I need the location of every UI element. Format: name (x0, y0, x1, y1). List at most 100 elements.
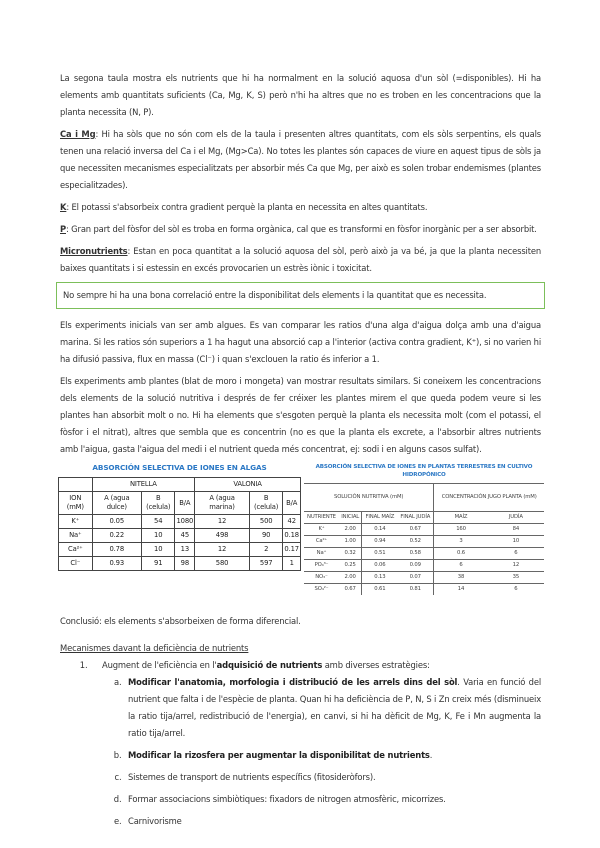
column-header: FINAL MAÍZ (361, 511, 398, 524)
paragraph-p: P: Gran part del fòsfor del sòl es troba… (60, 221, 541, 238)
column-header: INICIAL (338, 511, 362, 524)
table-cell: 2.00 (338, 571, 362, 584)
table-cell: 42 (282, 514, 301, 529)
column-header: NUTRIENTE (304, 511, 339, 524)
text: : Hi ha sòls que no són com els de la ta… (60, 129, 541, 190)
column-header: A (agua dulce) (91, 491, 142, 515)
table-cell: 580 (194, 556, 250, 571)
sub-list-item: Sistemes de transport de nutrients espec… (124, 769, 541, 786)
text: amb diverses estratègies: (322, 660, 430, 670)
sub-list-item: Modificar la rizosfera per augmentar la … (124, 747, 541, 764)
table-cell: 1080 (174, 514, 196, 529)
table-row: Ca²⁺ 0.78 10 13 12 2 0.17 (58, 542, 301, 557)
text: Carnivorisme (128, 816, 182, 826)
column-header: B (celula) (140, 491, 176, 515)
table-cell: 0.06 (361, 559, 398, 572)
text: Augment de l'eficiència en l' (102, 660, 217, 670)
sub-list-item: Formar associacions simbiòtiques: fixado… (124, 791, 541, 808)
table-cell: 6 (433, 559, 488, 572)
column-header: JUDÍA (487, 511, 544, 524)
table-cell: 91 (140, 556, 176, 571)
table-cell: 0.07 (397, 571, 434, 584)
text: : El potassi s'absorbeix contra gradient… (66, 202, 428, 212)
table-cell: 0.52 (397, 535, 434, 548)
table-row: PO₄³⁻ 0.25 0.06 0.09 6 12 (304, 559, 544, 572)
table-header-row: NUTRIENTE INICIAL FINAL MAÍZ FINAL JUDÍA MAÍ… (304, 511, 544, 524)
table-cell: 1.00 (338, 535, 362, 548)
table-cell: 3 (433, 535, 488, 548)
table-cell: 2 (248, 542, 284, 557)
table-cell: 54 (140, 514, 176, 529)
table-cell: 0.09 (397, 559, 434, 572)
list-item: Augment de l'eficiència en l'adquisició … (90, 657, 541, 830)
column-header: B (celula) (248, 491, 284, 515)
table-algae: ABSORCIÓN SELECTIVA DE IONES EN ALGAS NI… (58, 463, 301, 571)
table-cell: 0.13 (361, 571, 398, 584)
sub-list: Modificar l'anatomia, morfologia i distr… (102, 674, 541, 830)
table-cell: 0.18 (282, 528, 301, 543)
paragraph-k: K: El potassi s'absorbeix contra gradien… (60, 199, 541, 216)
tables-area: ABSORCIÓN SELECTIVA DE IONES EN ALGAS NI… (58, 463, 544, 605)
table-cell: NO₃⁻ (304, 571, 339, 584)
table-cell: 45 (174, 528, 196, 543)
text: Sistemes de transport de nutrients espec… (128, 772, 376, 782)
table-cell: 12 (194, 514, 250, 529)
table-cell: 38 (433, 571, 488, 584)
table-cell: 0.05 (91, 514, 142, 529)
table-cell: 500 (248, 514, 284, 529)
table-plants: ABSORCIÓN SELECTIVA DE IONES EN PLANTAS … (304, 463, 544, 595)
table-cell: K⁺ (58, 514, 93, 529)
table-cell: 90 (248, 528, 284, 543)
table-cell: K⁺ (304, 523, 339, 536)
table-cell: 0.94 (361, 535, 398, 548)
column-header: MAÍZ (433, 511, 488, 524)
column-header: B/A (282, 491, 301, 515)
table-cell: 0.22 (91, 528, 142, 543)
table-plants-title: ABSORCIÓN SELECTIVA DE IONES EN PLANTAS … (315, 464, 533, 478)
table-cell: 6 (487, 547, 544, 560)
text: Formar associacions simbiòtiques: fixado… (128, 794, 446, 804)
table-cell: 0.61 (361, 583, 398, 595)
table-cell: 6 (487, 583, 544, 595)
text: : Gran part del fòsfor del sòl es troba … (66, 224, 537, 234)
table-cell: 0.6 (433, 547, 488, 560)
paragraph-experiments: Els experiments inicials van ser amb alg… (60, 320, 541, 364)
column-header: B/A (174, 491, 196, 515)
table-cell: PO₄³⁻ (304, 559, 339, 572)
table-cell: 12 (194, 542, 250, 557)
group-valonia: VALONIA (194, 477, 301, 492)
table-cell: 0.93 (91, 556, 142, 571)
table-cell: Na⁺ (58, 528, 93, 543)
conclusion: Conclusió: els elements s'absorbeixen de… (60, 616, 301, 626)
group-concentration: CONCENTRACIÓN JUGO PLANTA (mM) (433, 483, 544, 512)
table-cell: 14 (433, 583, 488, 595)
table-cell: Cl⁻ (58, 556, 93, 571)
table-row: Cl⁻ 0.93 91 98 580 597 1 (58, 556, 301, 571)
table-cell: 1 (282, 556, 301, 571)
paragraph-ca-mg: Ca i Mg: Hi ha sòls que no són com els d… (60, 126, 541, 194)
table-cell: 0.32 (338, 547, 362, 560)
table-algae-title: ABSORCIÓN SELECTIVA DE IONES EN ALGAS (92, 463, 267, 472)
heading-micronutrients: Micronutrients (60, 246, 128, 256)
table-row: Na⁺ 0.32 0.51 0.58 0.6 6 (304, 547, 544, 560)
text: . Varia en funció del nutrient que falta… (128, 677, 541, 738)
table-cell: 0.78 (91, 542, 142, 557)
table-cell: 10 (487, 535, 544, 548)
table-row: SO₄²⁻ 0.67 0.61 0.81 14 6 (304, 583, 544, 595)
table-cell: 10 (140, 528, 176, 543)
table-cell: 0.58 (397, 547, 434, 560)
paragraph-intro: La segona taula mostra els nutrients que… (60, 73, 541, 117)
table-cell: Na⁺ (304, 547, 339, 560)
sub-list-item: Carnivorisme (124, 813, 541, 830)
document-page: La segona taula mostra els nutrients que… (56, 70, 545, 835)
paragraph-plants: Els experiments amb plantes (blat de mor… (60, 376, 541, 454)
table-cell: 10 (140, 542, 176, 557)
sub-list-item: Modificar l'anatomia, morfologia i distr… (124, 674, 541, 742)
table-row: K⁺ 0.05 54 1080 12 500 42 (58, 514, 301, 529)
table-cell: 597 (248, 556, 284, 571)
algae-table: NITELLA VALONIA ION (mM) A (agua dulce) B (… (58, 477, 301, 571)
table-header-row: ION (mM) A (agua dulce) B (celula) B/A A (ag… (58, 491, 301, 515)
table-cell: 0.51 (361, 547, 398, 560)
table-cell: SO₄²⁻ (304, 583, 339, 595)
text: : Estan en poca quantitat a la solució a… (60, 246, 541, 273)
